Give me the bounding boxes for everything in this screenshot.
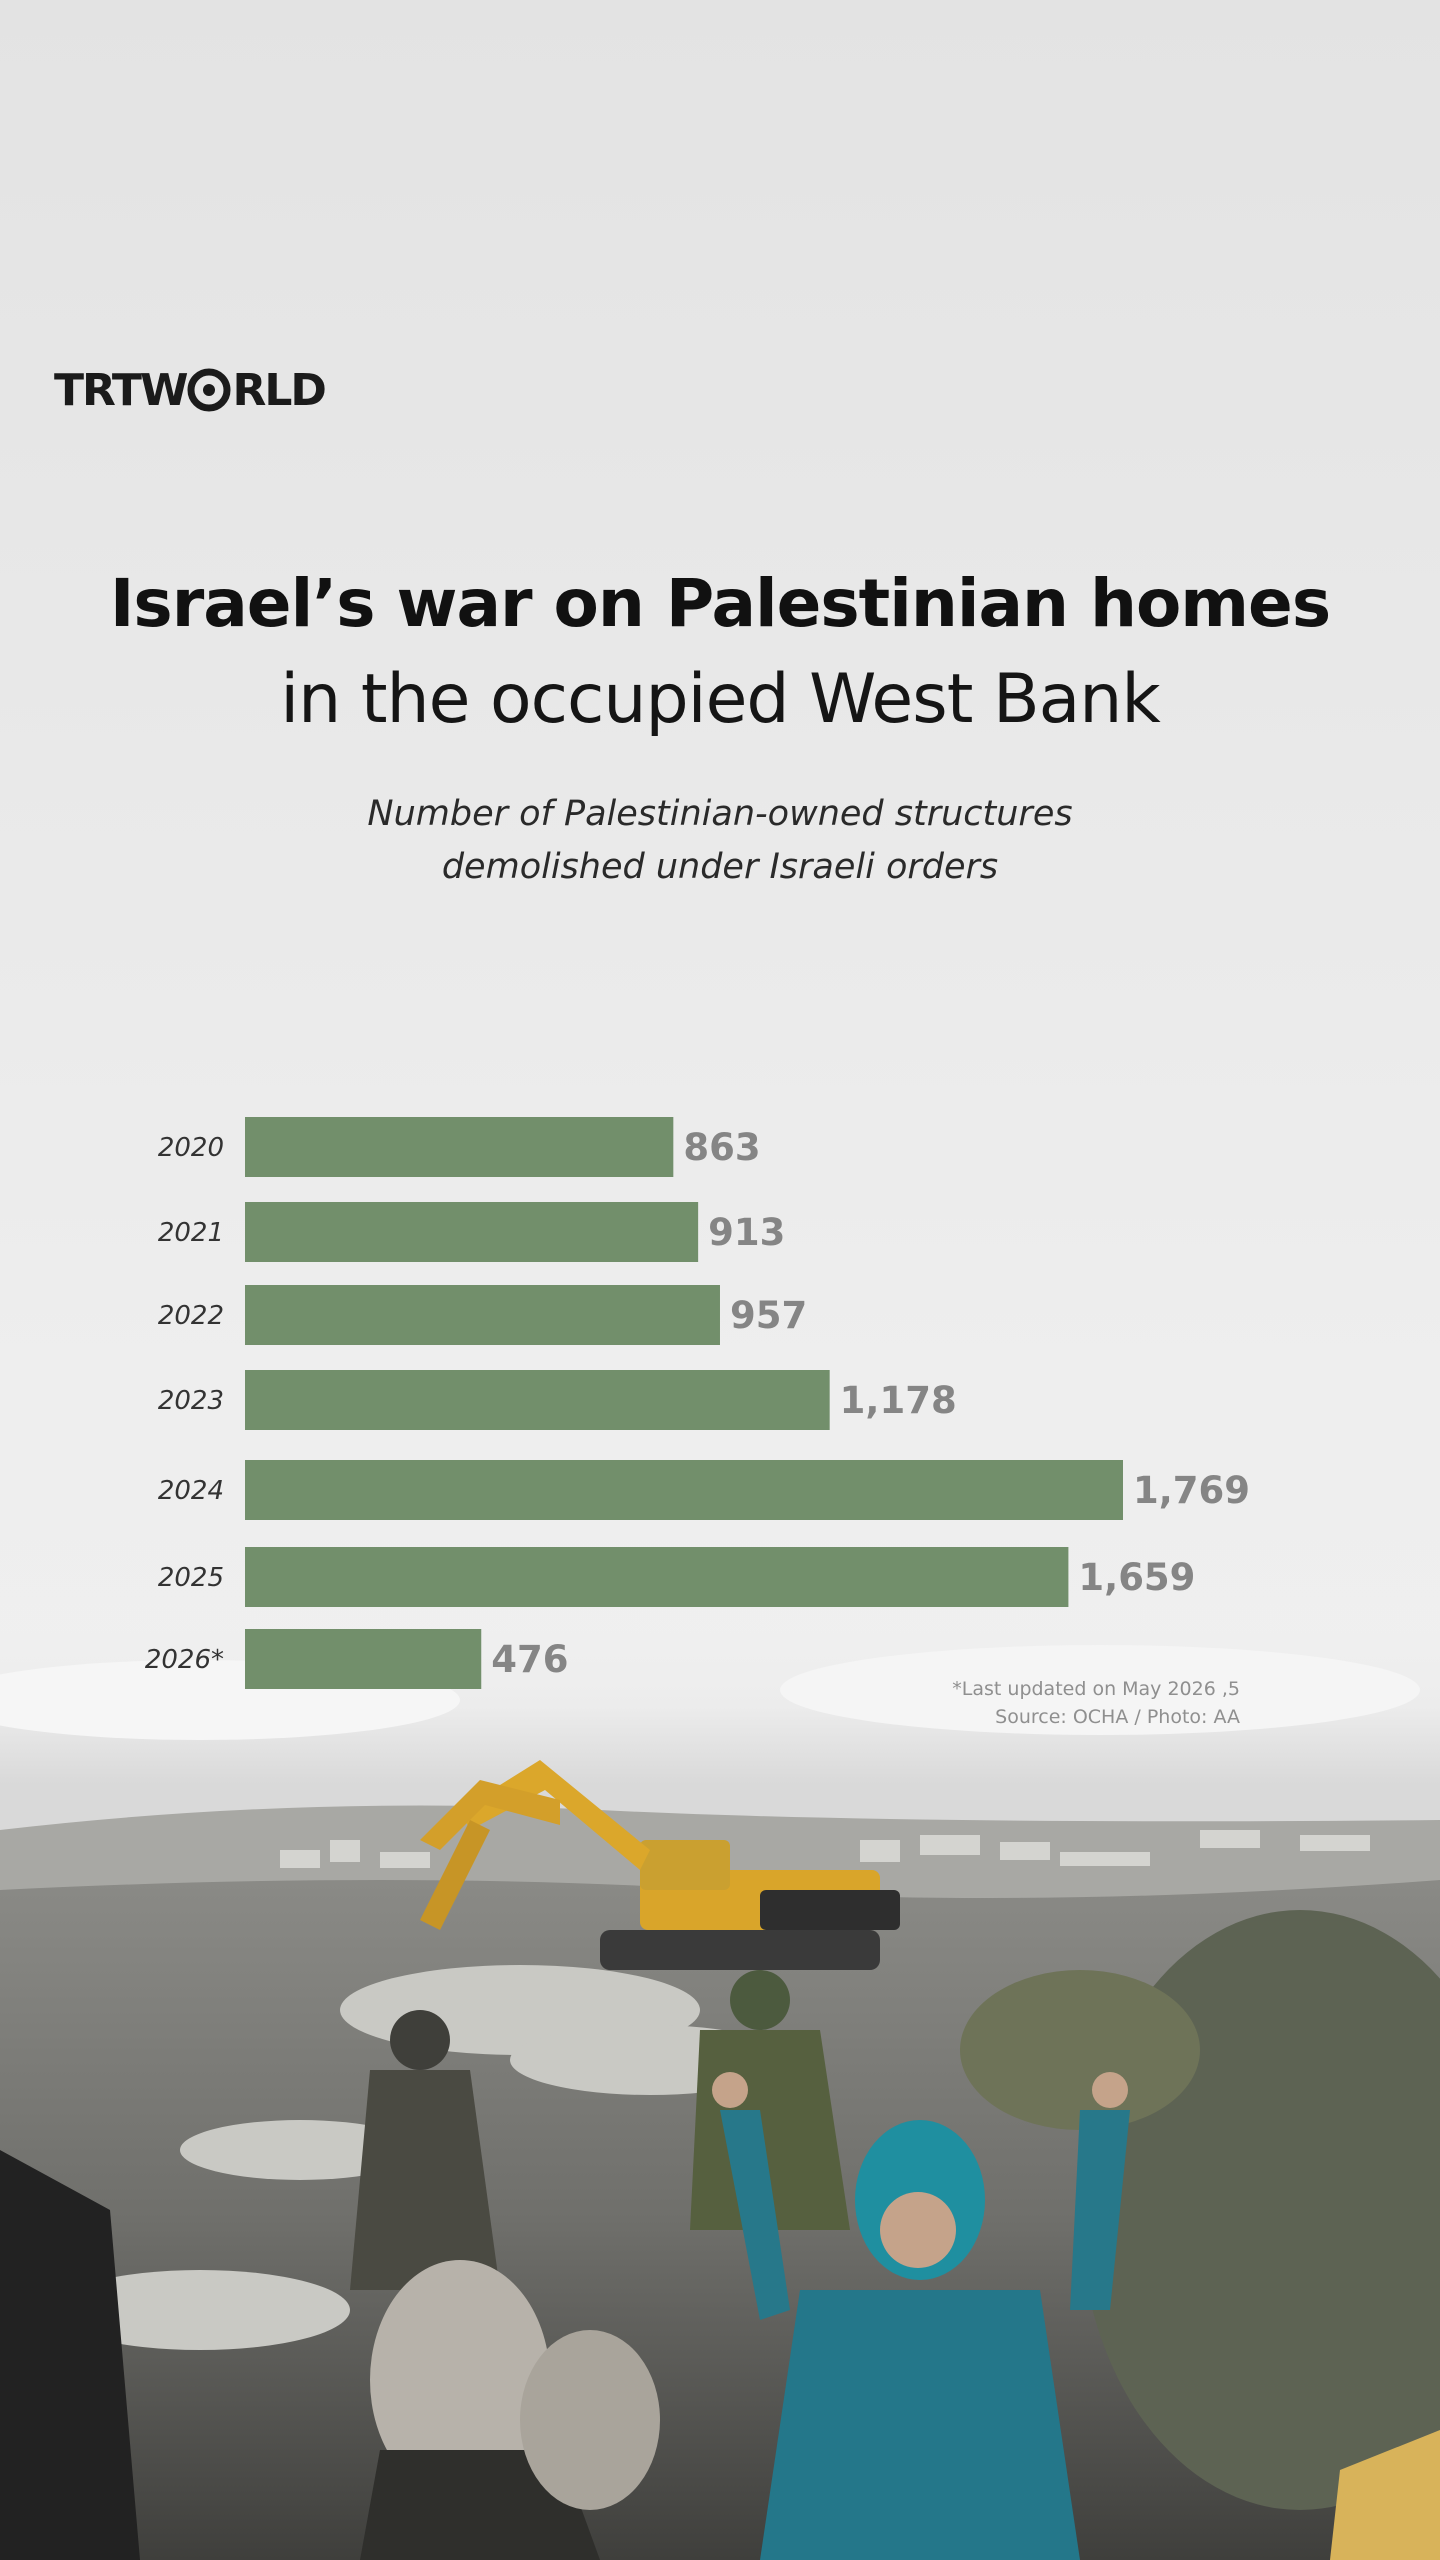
globe-o-icon <box>187 368 231 412</box>
chart-title: Israel’s war on Palestinian homes <box>109 565 1331 642</box>
bar-category-label: 2021 <box>158 1218 224 1248</box>
logo-text-trt: TRT <box>54 364 142 416</box>
trt-world-logo: TRT W RLD <box>54 364 327 416</box>
bar-value-label: 957 <box>730 1294 807 1337</box>
bar <box>245 1370 830 1430</box>
bar-value-label: 863 <box>683 1126 760 1169</box>
bar-category-label: 2025 <box>158 1563 224 1593</box>
chart-subtitle: Number of Palestinian-owned structures d… <box>0 788 1440 894</box>
bar-category-label: 2026* <box>145 1645 224 1675</box>
footnote-source: Source: OCHA / Photo: AA <box>995 1706 1240 1728</box>
bar-value-label: 476 <box>491 1638 568 1681</box>
demolition-scene-photo <box>0 1590 1440 2560</box>
bar-value-label: 1,769 <box>1133 1469 1250 1512</box>
bar-category-label: 2023 <box>158 1386 224 1416</box>
bar-value-label: 1,659 <box>1078 1556 1195 1599</box>
bar-category-label: 2022 <box>158 1301 224 1331</box>
logo-text-rld: RLD <box>232 364 326 416</box>
bar <box>245 1202 699 1262</box>
bar-value-label: 1,178 <box>840 1379 957 1422</box>
chart-subtitle-line1: Number of Palestinian-owned structures <box>367 794 1073 834</box>
chart-footnote: *Last updated on May 2026 ,5 Source: OCH… <box>952 1675 1240 1731</box>
bar <box>245 1629 482 1689</box>
bar-value-label: 913 <box>708 1211 785 1254</box>
chart-subtitle-line2: demolished under Israeli orders <box>441 847 999 887</box>
chart-title-line2: in the occupied West Bank <box>280 660 1161 739</box>
bar <box>245 1460 1123 1520</box>
footnote-updated: *Last updated on May 2026 ,5 <box>952 1678 1240 1700</box>
bar <box>245 1547 1069 1607</box>
bar-category-label: 2020 <box>158 1133 224 1163</box>
bar <box>245 1285 720 1345</box>
bar <box>245 1117 674 1177</box>
bar-category-label: 2024 <box>158 1476 224 1506</box>
